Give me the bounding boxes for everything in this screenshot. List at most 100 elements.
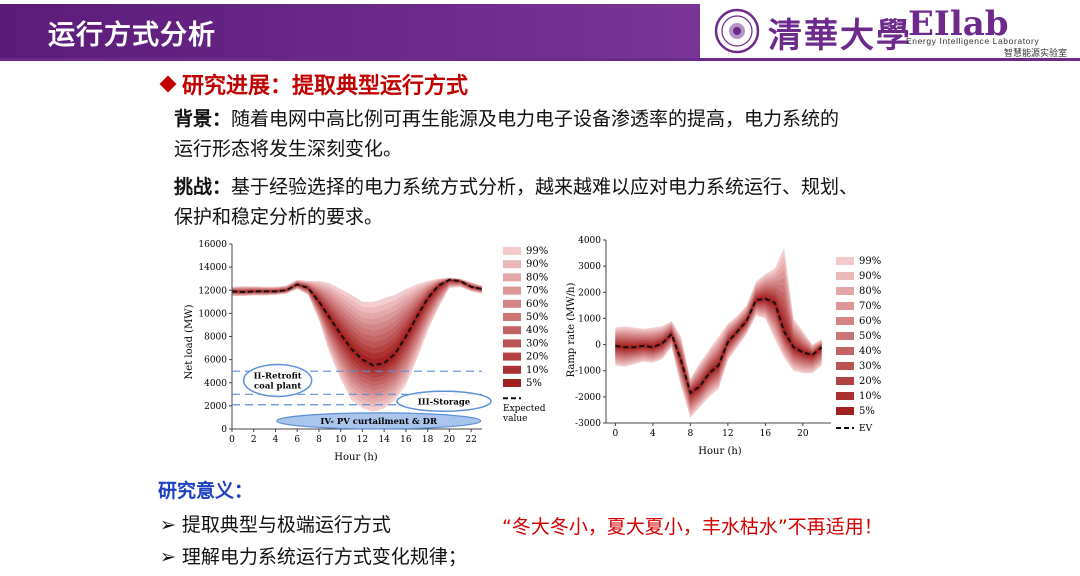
y-tick-label: 4000 [578,236,601,246]
legend-swatch [836,347,854,355]
legend-swatch [503,339,521,348]
university-name: 清華大學 [768,16,912,56]
lab-name-english: Energy Intelligence Laboratory [906,36,1040,46]
legend-label: 20% [859,376,881,387]
net-load-chart: 0 2 4 6 8 10 12 14 16 18 20 22 0 2000 4000 6000 8000 1000… [184,240,548,463]
arrow-bullet-icon: ➢ [160,514,176,536]
y-tick-label: 0 [221,425,227,435]
x-tick-label: 2 [251,435,257,445]
diamond-bullet-icon [159,75,177,93]
legend-label: 80% [859,286,881,297]
background-text-1: 随着电网中高比例可再生能源及电力电子设备渗透率的提高，电力系统的 [231,108,840,130]
background-line-1: 背景：随着电网中高比例可再生能源及电力电子设备渗透率的提高，电力系统的 [174,104,839,134]
legend-label: 90% [526,259,548,270]
y-tick-label: 16000 [198,240,227,250]
x-tick-label: 20 [797,429,809,439]
y-tick-label: 0 [595,341,601,351]
legend-label: 10% [526,365,548,376]
annotation-label: IV- PV curtailment & DR [320,417,438,427]
legend-label: 60% [526,299,548,310]
x-tick-label: 8 [316,435,322,445]
lab-logo-text: EIlab [908,5,1009,44]
bullet-2-text: 理解电力系统运行方式变化规律； [181,546,467,568]
annotation-pv-curtailment: IV- PV curtailment & DR [276,412,482,430]
lab-name-chinese: 智慧能源实验室 [1004,49,1068,59]
legend-label: 60% [859,316,881,327]
x-tick-label: 6 [294,435,300,445]
x-tick-label: 14 [378,435,390,445]
legend-swatch [836,287,854,295]
bullet-1: ➢ 提取典型与极端运行方式 [160,510,391,537]
chart2-legend: 99% 90% 80% 70% 60% 50% 40% 30% 20% 10% 5% EV [836,256,881,434]
y-tick-label: -2000 [575,393,601,403]
y-tick-label: 4000 [204,379,227,389]
bullet-2: ➢ 理解电力系统运行方式变化规律； [160,542,467,569]
x-tick-label: 16 [400,435,412,445]
annotation-label: II-Retrofit [254,371,302,381]
challenge-text-1: 基于经验选择的电力系统方式分析，越来越难以应对电力系统运行、规划、 [231,176,859,198]
emphasis-quote: “冬大冬小，夏大夏小，丰水枯水”不再适用！ [502,516,883,538]
expected-value-line [231,278,483,367]
chart1-ylabel: Net load (MW) [184,304,195,379]
annotation-storage: III-Storage [396,390,492,412]
arrow-bullet-icon: ➢ [160,546,176,568]
ellab-logo: EIlab [908,5,1009,44]
chart2-ylabel: Ramp rate (MW/h) [566,283,577,378]
y-tick-label: 6000 [204,356,227,366]
y-tick-label: 1000 [578,314,601,324]
title-bar: 运行方式分析 [0,4,700,58]
background-text-2: 运行形态将发生深刻变化。 [174,138,403,160]
x-tick-label: 0 [229,435,235,445]
y-tick-label: 2000 [578,288,601,298]
band-50% [615,284,822,407]
bullet-1-text: 提取典型与极端运行方式 [181,514,391,536]
legend-expected-label: Expected [503,404,546,414]
y-tick-label: 12000 [198,286,227,296]
chart2-xlabel: Hour (h) [698,446,741,457]
annotation-ellipse [396,390,492,412]
page-title: 运行方式分析 [48,20,216,51]
x-tick-label: 12 [722,429,733,439]
legend-label: 40% [526,325,548,336]
y-tick-label: 2000 [204,402,227,412]
x-tick-label: 16 [760,429,772,439]
section-heading: 研究进展：提取典型运行方式 [159,68,468,100]
x-tick-label: 4 [650,429,656,439]
band-5% [232,279,482,370]
y-tick-label: 8000 [204,333,227,343]
annotation-ellipse [242,363,313,398]
legend-swatch [503,260,521,269]
legend-swatch [836,392,854,400]
legend-swatch [503,299,521,308]
legend-swatch [836,332,854,340]
significance-heading: 研究意义： [158,480,254,502]
legend-swatch [836,317,854,325]
ramp-rate-chart: 0 4 8 12 16 20 -3000 -2000 -1000 0 1000 2000 3000 400… [566,236,881,457]
annotation-ellipse [276,412,482,430]
x-tick-label: 8 [688,429,694,439]
legend-swatch [503,286,521,295]
x-tick-label: 10 [335,435,347,445]
legend-label: 80% [526,272,548,283]
legend-label: 50% [859,331,881,342]
x-tick-label: 12 [357,435,368,445]
chart1-xlabel: Hour (h) [334,452,377,463]
legend-label: 99% [526,246,548,257]
x-tick-label: 18 [422,435,434,445]
chart1-legend: 99% 90% 80% 70% 60% 50% 40% 30% 20% 10% 5% Expected… [502,246,548,424]
legend-label: 10% [859,391,881,402]
y-tick-label: -3000 [575,419,601,429]
challenge-label: 挑战： [174,176,232,198]
legend-label: 30% [859,361,881,372]
legend-label: 40% [859,346,881,357]
x-tick-label: 4 [273,435,279,445]
x-tick-label: 20 [444,435,456,445]
legend-label: 5% [859,406,875,417]
legend-swatch [836,407,854,415]
background-label: 背景： [174,108,232,130]
y-tick-label: -1000 [575,367,601,377]
legend-label: 20% [526,352,548,363]
legend-swatch [503,365,521,374]
legend-label: 5% [526,378,542,389]
